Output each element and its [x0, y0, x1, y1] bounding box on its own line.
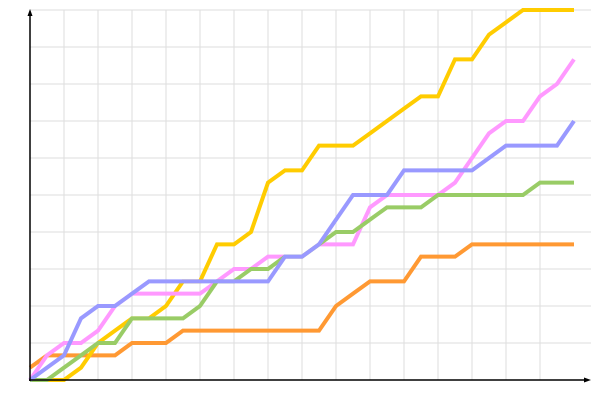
series-line-0	[28, 242, 574, 370]
series-line-1	[30, 8, 574, 382]
series-line-4	[28, 119, 576, 382]
y-axis-arrow-icon	[27, 9, 33, 16]
series-lines	[28, 8, 576, 382]
axes	[27, 9, 591, 383]
x-axis-arrow-icon	[584, 377, 591, 383]
